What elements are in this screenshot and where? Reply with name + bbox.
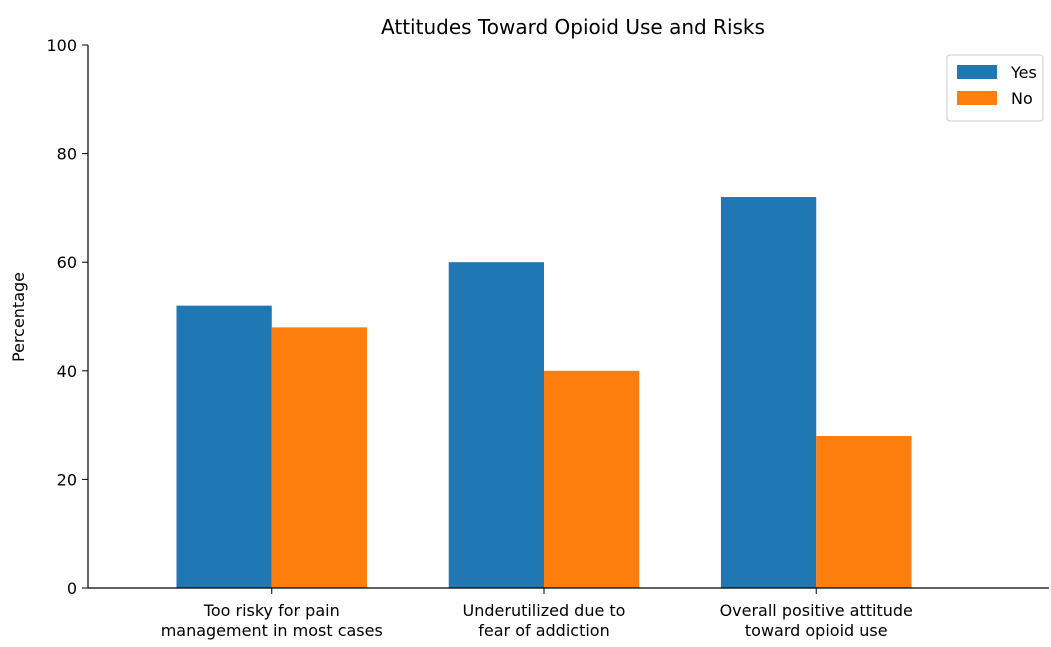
x-tick-label: Underutilized due to <box>463 601 626 620</box>
y-ticks-group: 0 20 40 60 80 100 <box>46 36 88 598</box>
y-tick-label: 100 <box>46 36 77 55</box>
legend-swatch-yes <box>957 65 997 79</box>
y-axis-label: Percentage <box>9 272 28 362</box>
bar-yes-2 <box>720 197 817 589</box>
y-tick-label: 60 <box>57 253 77 272</box>
y-tick-label: 20 <box>57 470 77 489</box>
axes-group <box>87 45 1049 589</box>
x-tick-label: Too risky for pain <box>203 601 340 620</box>
y-tick-label: 0 <box>67 579 77 598</box>
legend-label-no: No <box>1011 89 1033 108</box>
bar-no-0 <box>271 327 368 588</box>
x-tick-label: toward opioid use <box>745 621 888 640</box>
x-tick-label: management in most cases <box>161 621 383 640</box>
x-tick-label: fear of addiction <box>478 621 609 640</box>
bars-group <box>176 197 912 589</box>
chart-title: Attitudes Toward Opioid Use and Risks <box>381 15 765 39</box>
legend-swatch-no <box>957 91 997 105</box>
bar-yes-0 <box>176 305 272 588</box>
x-tick-label: Overall positive attitude <box>720 601 913 620</box>
y-tick-label: 80 <box>57 145 77 164</box>
legend: Yes No <box>946 54 1044 122</box>
legend-label-yes: Yes <box>1010 63 1037 82</box>
y-tick-label: 40 <box>57 362 77 381</box>
bar-no-1 <box>543 370 640 588</box>
bar-yes-1 <box>448 262 544 588</box>
bar-no-2 <box>816 435 912 588</box>
